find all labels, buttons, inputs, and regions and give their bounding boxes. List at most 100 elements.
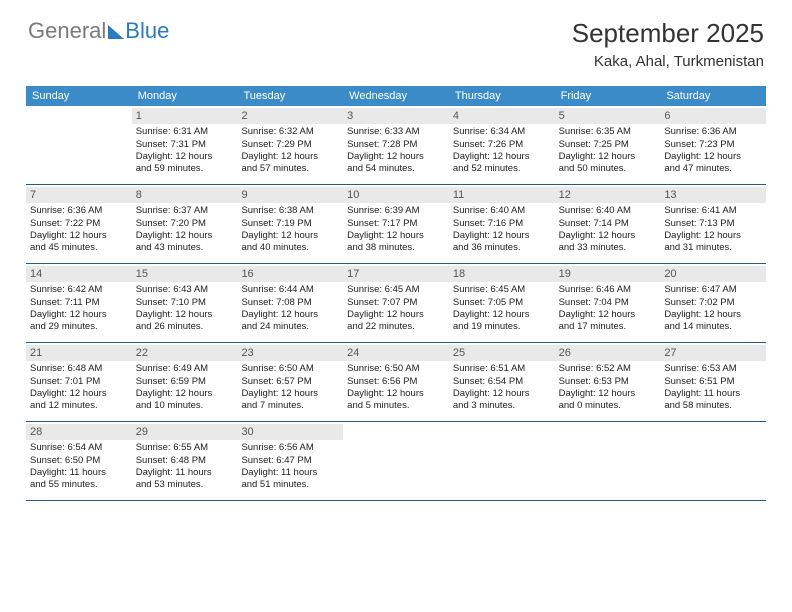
daylight-line1: Daylight: 12 hours [347,388,445,400]
sunrise-text: Sunrise: 6:56 AM [241,442,339,454]
daylight-line2: and 59 minutes. [136,163,234,175]
daylight-line1: Daylight: 12 hours [30,230,128,242]
logo-text-general: General [28,18,106,44]
daylight-line1: Daylight: 12 hours [664,230,762,242]
day-cell: 6Sunrise: 6:36 AMSunset: 7:23 PMDaylight… [660,106,766,184]
sunset-text: Sunset: 7:11 PM [30,297,128,309]
daylight-line2: and 38 minutes. [347,242,445,254]
sunset-text: Sunset: 7:08 PM [241,297,339,309]
sunset-text: Sunset: 6:51 PM [664,376,762,388]
day-cell: 13Sunrise: 6:41 AMSunset: 7:13 PMDayligh… [660,185,766,263]
day-cell: 26Sunrise: 6:52 AMSunset: 6:53 PMDayligh… [555,343,661,421]
day-cell: 7Sunrise: 6:36 AMSunset: 7:22 PMDaylight… [26,185,132,263]
day-cell: 18Sunrise: 6:45 AMSunset: 7:05 PMDayligh… [449,264,555,342]
sunset-text: Sunset: 6:53 PM [559,376,657,388]
day-cell: 21Sunrise: 6:48 AMSunset: 7:01 PMDayligh… [26,343,132,421]
sunset-text: Sunset: 7:23 PM [664,139,762,151]
sunrise-text: Sunrise: 6:41 AM [664,205,762,217]
sunrise-text: Sunrise: 6:34 AM [453,126,551,138]
day-number: 5 [555,108,661,124]
daylight-line1: Daylight: 12 hours [347,230,445,242]
sunrise-text: Sunrise: 6:49 AM [136,363,234,375]
day-number: 4 [449,108,555,124]
daylight-line1: Daylight: 12 hours [30,309,128,321]
sunrise-text: Sunrise: 6:50 AM [241,363,339,375]
week-row: 7Sunrise: 6:36 AMSunset: 7:22 PMDaylight… [26,185,766,264]
sunset-text: Sunset: 7:20 PM [136,218,234,230]
daylight-line1: Daylight: 12 hours [136,388,234,400]
daylight-line2: and 31 minutes. [664,242,762,254]
daylight-line1: Daylight: 12 hours [453,309,551,321]
day-number: 15 [132,266,238,282]
day-number: 19 [555,266,661,282]
daylight-line1: Daylight: 12 hours [664,309,762,321]
daylight-line1: Daylight: 11 hours [30,467,128,479]
daylight-line1: Daylight: 12 hours [241,151,339,163]
daylight-line2: and 53 minutes. [136,479,234,491]
day-number: 10 [343,187,449,203]
day-number: 2 [237,108,343,124]
sunrise-text: Sunrise: 6:48 AM [30,363,128,375]
sunrise-text: Sunrise: 6:38 AM [241,205,339,217]
sunrise-text: Sunrise: 6:33 AM [347,126,445,138]
dow-friday: Friday [555,86,661,106]
daylight-line2: and 47 minutes. [664,163,762,175]
dow-row: SundayMondayTuesdayWednesdayThursdayFrid… [26,86,766,106]
sunset-text: Sunset: 7:04 PM [559,297,657,309]
calendar: SundayMondayTuesdayWednesdayThursdayFrid… [26,86,766,501]
sunrise-text: Sunrise: 6:51 AM [453,363,551,375]
daylight-line1: Daylight: 12 hours [664,151,762,163]
daylight-line1: Daylight: 12 hours [30,388,128,400]
day-cell: 15Sunrise: 6:43 AMSunset: 7:10 PMDayligh… [132,264,238,342]
day-number: 22 [132,345,238,361]
day-number: 13 [660,187,766,203]
sunrise-text: Sunrise: 6:39 AM [347,205,445,217]
dow-saturday: Saturday [660,86,766,106]
daylight-line2: and 17 minutes. [559,321,657,333]
empty-cell [660,422,766,500]
day-cell: 30Sunrise: 6:56 AMSunset: 6:47 PMDayligh… [237,422,343,500]
daylight-line2: and 33 minutes. [559,242,657,254]
header: General Blue September 2025 Kaka, Ahal, … [0,0,792,76]
daylight-line1: Daylight: 12 hours [559,309,657,321]
daylight-line2: and 40 minutes. [241,242,339,254]
sunset-text: Sunset: 7:10 PM [136,297,234,309]
empty-cell [555,422,661,500]
sunset-text: Sunset: 6:47 PM [241,455,339,467]
day-number: 30 [237,424,343,440]
month-title: September 2025 [572,18,764,49]
day-number: 14 [26,266,132,282]
week-row: 28Sunrise: 6:54 AMSunset: 6:50 PMDayligh… [26,422,766,501]
sunrise-text: Sunrise: 6:55 AM [136,442,234,454]
day-number: 28 [26,424,132,440]
sunset-text: Sunset: 6:59 PM [136,376,234,388]
daylight-line2: and 36 minutes. [453,242,551,254]
sunset-text: Sunset: 7:26 PM [453,139,551,151]
day-number: 1 [132,108,238,124]
daylight-line1: Daylight: 11 hours [664,388,762,400]
sunrise-text: Sunrise: 6:32 AM [241,126,339,138]
daylight-line2: and 3 minutes. [453,400,551,412]
daylight-line2: and 26 minutes. [136,321,234,333]
sunrise-text: Sunrise: 6:47 AM [664,284,762,296]
sunrise-text: Sunrise: 6:36 AM [30,205,128,217]
sunrise-text: Sunrise: 6:44 AM [241,284,339,296]
sunset-text: Sunset: 7:05 PM [453,297,551,309]
daylight-line2: and 51 minutes. [241,479,339,491]
day-cell: 9Sunrise: 6:38 AMSunset: 7:19 PMDaylight… [237,185,343,263]
sunrise-text: Sunrise: 6:45 AM [347,284,445,296]
sunrise-text: Sunrise: 6:54 AM [30,442,128,454]
location: Kaka, Ahal, Turkmenistan [572,53,764,70]
daylight-line1: Daylight: 12 hours [136,230,234,242]
day-number: 9 [237,187,343,203]
sunset-text: Sunset: 6:57 PM [241,376,339,388]
weeks-container: 1Sunrise: 6:31 AMSunset: 7:31 PMDaylight… [26,106,766,501]
day-cell: 27Sunrise: 6:53 AMSunset: 6:51 PMDayligh… [660,343,766,421]
day-cell: 20Sunrise: 6:47 AMSunset: 7:02 PMDayligh… [660,264,766,342]
sunrise-text: Sunrise: 6:31 AM [136,126,234,138]
day-number: 24 [343,345,449,361]
daylight-line2: and 52 minutes. [453,163,551,175]
sail-icon [108,25,124,39]
daylight-line2: and 19 minutes. [453,321,551,333]
daylight-line1: Daylight: 12 hours [241,309,339,321]
